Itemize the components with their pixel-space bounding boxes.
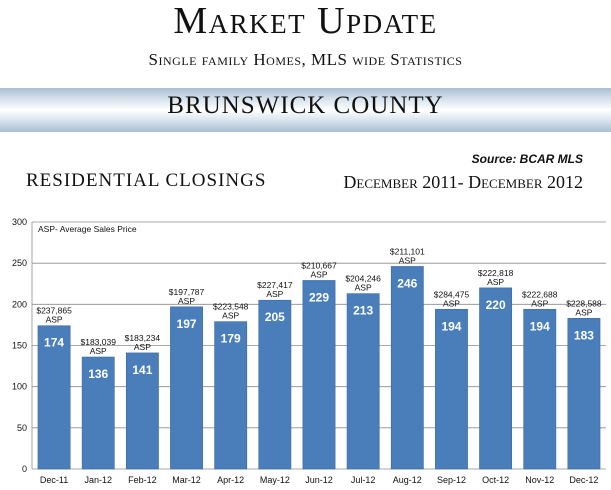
bar xyxy=(214,321,248,470)
x-tick-label: Oct-12 xyxy=(482,475,509,485)
source-label: Source: BCAR MLS xyxy=(471,152,583,166)
asp-price-label: $183,039 xyxy=(81,337,117,347)
asp-price-label: $204,246 xyxy=(345,274,381,284)
bar xyxy=(170,306,203,470)
asp-suffix-label: ASP xyxy=(443,298,460,308)
page-title: Market Update xyxy=(173,0,438,42)
bar-value-label: 229 xyxy=(309,290,329,304)
bar-value-label: 197 xyxy=(177,317,197,331)
asp-suffix-label: ASP xyxy=(46,315,63,325)
asp-price-label: $222,818 xyxy=(478,268,514,278)
bar-value-label: 179 xyxy=(221,332,241,346)
bar-value-label: 246 xyxy=(397,276,417,290)
asp-suffix-label: ASP xyxy=(399,255,416,265)
y-tick-label: 250 xyxy=(12,258,27,268)
bar xyxy=(567,318,601,470)
x-tick-label: Dec-11 xyxy=(40,475,68,485)
x-tick-label: Jan-12 xyxy=(84,475,112,485)
x-tick-label: Jun-12 xyxy=(305,475,333,485)
asp-suffix-label: ASP xyxy=(90,346,107,356)
x-tick-label: Mar-12 xyxy=(172,475,201,485)
x-tick-label: May-12 xyxy=(260,475,290,485)
asp-suffix-label: ASP xyxy=(531,298,548,308)
asp-price-label: $197,787 xyxy=(169,287,205,297)
asp-suffix-label: ASP xyxy=(310,269,327,279)
y-tick-label: 50 xyxy=(17,423,27,433)
section-title: RESIDENTIAL CLOSINGS xyxy=(26,170,267,191)
bar xyxy=(37,325,71,470)
asp-price-label: $237,865 xyxy=(36,306,72,316)
chart-note: ASP- Average Sales Price xyxy=(38,224,137,234)
bar-value-label: 136 xyxy=(88,367,108,381)
page-subtitle: Single family Homes, MLS wide Statistics xyxy=(148,50,463,69)
asp-suffix-label: ASP xyxy=(575,307,592,317)
asp-price-label: $211,101 xyxy=(390,246,425,256)
bar xyxy=(523,308,557,470)
bar xyxy=(81,356,115,470)
bars xyxy=(37,266,601,470)
bar-value-label: 141 xyxy=(132,363,152,377)
bar xyxy=(435,308,468,470)
bar-value-label: 174 xyxy=(44,336,64,350)
x-tick-label: Jul-12 xyxy=(351,475,376,485)
county-banner xyxy=(0,88,611,132)
y-tick-label: 200 xyxy=(12,299,27,309)
bar-value-label: 194 xyxy=(530,319,550,333)
x-tick-label: Aug-12 xyxy=(393,475,422,485)
x-axis-ticks: Dec-11 Jan-12 Feb-12 Mar-12 Apr-12 May-12 Jun-… xyxy=(40,475,599,485)
county-name: BRUNSWICK COUNTY xyxy=(167,92,444,119)
bar xyxy=(125,352,159,470)
asp-price-label: $227,417 xyxy=(257,280,293,290)
asp-suffix-label: ASP xyxy=(222,311,239,321)
y-tick-label: 0 xyxy=(22,464,27,474)
x-tick-label: Dec-12 xyxy=(569,475,598,485)
asp-suffix-label: ASP xyxy=(355,283,372,293)
asp-price-label: $284,475 xyxy=(434,289,470,299)
bar-value-label: 205 xyxy=(265,310,285,324)
bar-value-label: 194 xyxy=(441,319,461,333)
date-range: December 2011- December 2012 xyxy=(343,172,583,192)
y-tick-label: 150 xyxy=(12,341,27,351)
x-tick-label: Sep-12 xyxy=(437,475,466,485)
asp-price-label: $228,588 xyxy=(566,298,602,308)
y-tick-label: 100 xyxy=(12,382,27,392)
asp-price-label: $222,688 xyxy=(522,289,558,299)
asp-suffix-label: ASP xyxy=(134,342,151,352)
y-tick-label: 300 xyxy=(12,217,27,227)
asp-price-label: $210,667 xyxy=(301,260,337,270)
x-tick-label: Nov-12 xyxy=(525,475,554,485)
value-labels: 174$237,865ASP136$183,039ASP141$183,234A… xyxy=(36,246,602,381)
bar xyxy=(302,280,336,470)
x-tick-label: Apr-12 xyxy=(217,475,244,485)
asp-price-label: $223,548 xyxy=(213,302,249,312)
bar xyxy=(346,293,380,470)
bar xyxy=(479,287,513,470)
bar xyxy=(258,299,292,470)
asp-suffix-label: ASP xyxy=(266,289,283,299)
asp-suffix-label: ASP xyxy=(178,296,195,306)
asp-price-label: $183,234 xyxy=(125,333,161,343)
bar-value-label: 220 xyxy=(486,298,506,312)
bar xyxy=(390,266,424,470)
bar-value-label: 183 xyxy=(574,328,594,342)
x-tick-label: Feb-12 xyxy=(128,475,157,485)
asp-suffix-label: ASP xyxy=(487,277,504,287)
bar-value-label: 213 xyxy=(353,304,373,318)
y-axis-ticks: 0 50 100 150 200 250 300 xyxy=(12,217,27,474)
